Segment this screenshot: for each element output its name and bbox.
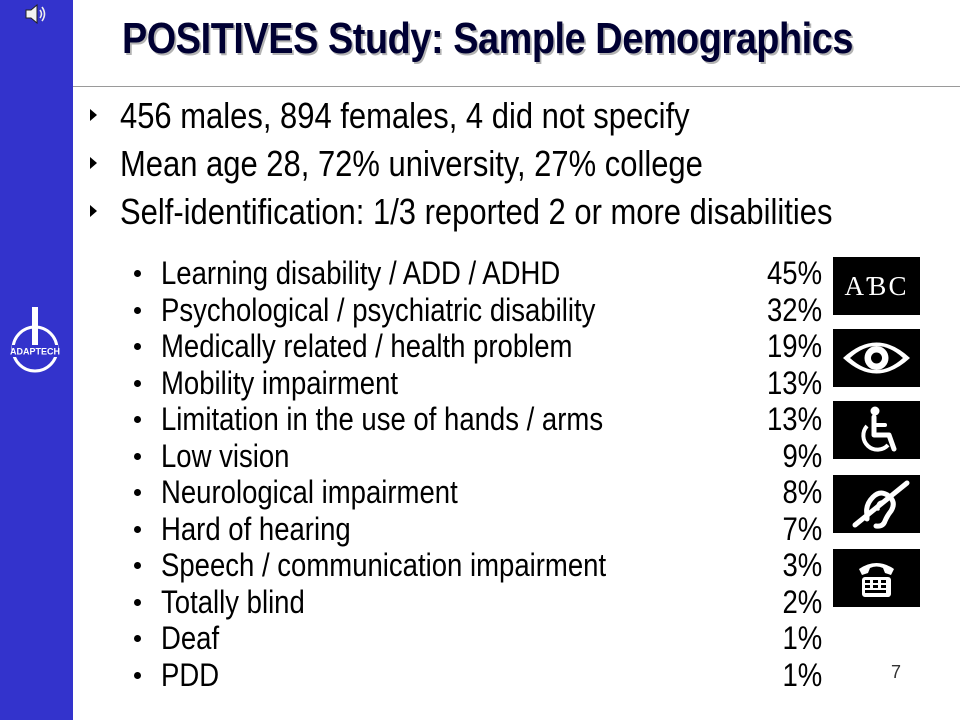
list-item: Speech / communication impairment 3% bbox=[134, 547, 834, 584]
disability-percent: 19% bbox=[766, 328, 822, 364]
arrow-bullet-icon bbox=[90, 109, 97, 121]
disability-percent: 45% bbox=[766, 255, 822, 291]
disability-percent: 32% bbox=[766, 291, 822, 328]
speaker-icon[interactable] bbox=[24, 2, 48, 26]
disability-label: Neurological impairment bbox=[161, 474, 458, 510]
list-item: Limitation in the use of hands / arms 13% bbox=[134, 401, 834, 438]
disability-percent: 1% bbox=[782, 620, 822, 656]
disability-percent: 3% bbox=[782, 547, 822, 583]
abc-text: AƁC bbox=[844, 271, 908, 301]
list-item: PDD 1% bbox=[134, 657, 834, 694]
disability-label: PDD bbox=[161, 656, 220, 693]
title-divider bbox=[73, 86, 960, 87]
disability-label: Mobility impairment bbox=[161, 364, 399, 401]
disability-label: Deaf bbox=[161, 620, 220, 656]
disability-label: Learning disability / ADD / ADHD bbox=[161, 255, 561, 291]
disability-percent: 13% bbox=[766, 364, 822, 401]
list-item: Totally blind 2% bbox=[134, 584, 834, 621]
dot-bullet-icon bbox=[134, 452, 141, 460]
abc-reading-icon: AƁC bbox=[833, 257, 920, 315]
dot-bullet-icon bbox=[134, 379, 141, 387]
adaptech-logo: ADAPTECH bbox=[10, 307, 60, 373]
page-title: POSITIVES Study: Sample Demographics bbox=[122, 14, 853, 63]
dot-bullet-icon bbox=[134, 270, 141, 277]
tty-icon bbox=[833, 549, 920, 607]
dot-bullet-icon bbox=[134, 671, 141, 679]
wheelchair-icon bbox=[833, 401, 920, 459]
list-item: Hard of hearing 7% bbox=[134, 511, 834, 548]
disability-label: Speech / communication impairment bbox=[161, 547, 607, 583]
list-item: Medically related / health problem 19% bbox=[134, 328, 834, 365]
disability-label: Low vision bbox=[161, 437, 290, 474]
list-item: Low vision 9% bbox=[134, 438, 834, 475]
disability-percent: 7% bbox=[782, 510, 822, 547]
list-item: Mobility impairment 13% bbox=[134, 365, 834, 402]
dot-bullet-icon bbox=[134, 489, 141, 496]
disability-percent: 2% bbox=[782, 583, 822, 620]
list-item: Deaf 1% bbox=[134, 620, 834, 657]
dot-bullet-icon bbox=[134, 343, 141, 350]
disability-list: Learning disability / ADD / ADHD 45% Psyc… bbox=[134, 255, 834, 693]
dot-bullet-icon bbox=[134, 598, 141, 606]
disability-label: Psychological / psychiatric disability bbox=[161, 291, 596, 328]
disability-label: Limitation in the use of hands / arms bbox=[161, 401, 604, 437]
disability-percent: 8% bbox=[782, 474, 822, 510]
disability-label: Hard of hearing bbox=[161, 510, 351, 547]
disability-percent: 1% bbox=[782, 656, 822, 693]
list-item: Neurological impairment 8% bbox=[134, 474, 834, 511]
sidebar: ADAPTECH bbox=[0, 0, 73, 720]
arrow-bullet-icon bbox=[90, 205, 97, 217]
dot-bullet-icon bbox=[134, 306, 141, 314]
arrow-bullet-icon bbox=[90, 157, 97, 169]
disability-percent: 13% bbox=[766, 401, 822, 437]
slide-number: 7 bbox=[891, 662, 902, 682]
disability-percent: 9% bbox=[782, 437, 822, 474]
dot-bullet-icon bbox=[134, 635, 141, 642]
hearing-loss-icon bbox=[833, 475, 920, 533]
dot-bullet-icon bbox=[134, 562, 141, 569]
dot-bullet-icon bbox=[134, 525, 141, 533]
disability-label: Medically related / health problem bbox=[161, 328, 573, 364]
list-item: Psychological / psychiatric disability 32… bbox=[134, 292, 834, 329]
list-item: Learning disability / ADD / ADHD 45% bbox=[134, 255, 834, 292]
eye-icon bbox=[833, 329, 920, 387]
disability-label: Totally blind bbox=[161, 583, 305, 620]
dot-bullet-icon bbox=[134, 416, 141, 423]
logo-text: ADAPTECH bbox=[10, 347, 60, 357]
